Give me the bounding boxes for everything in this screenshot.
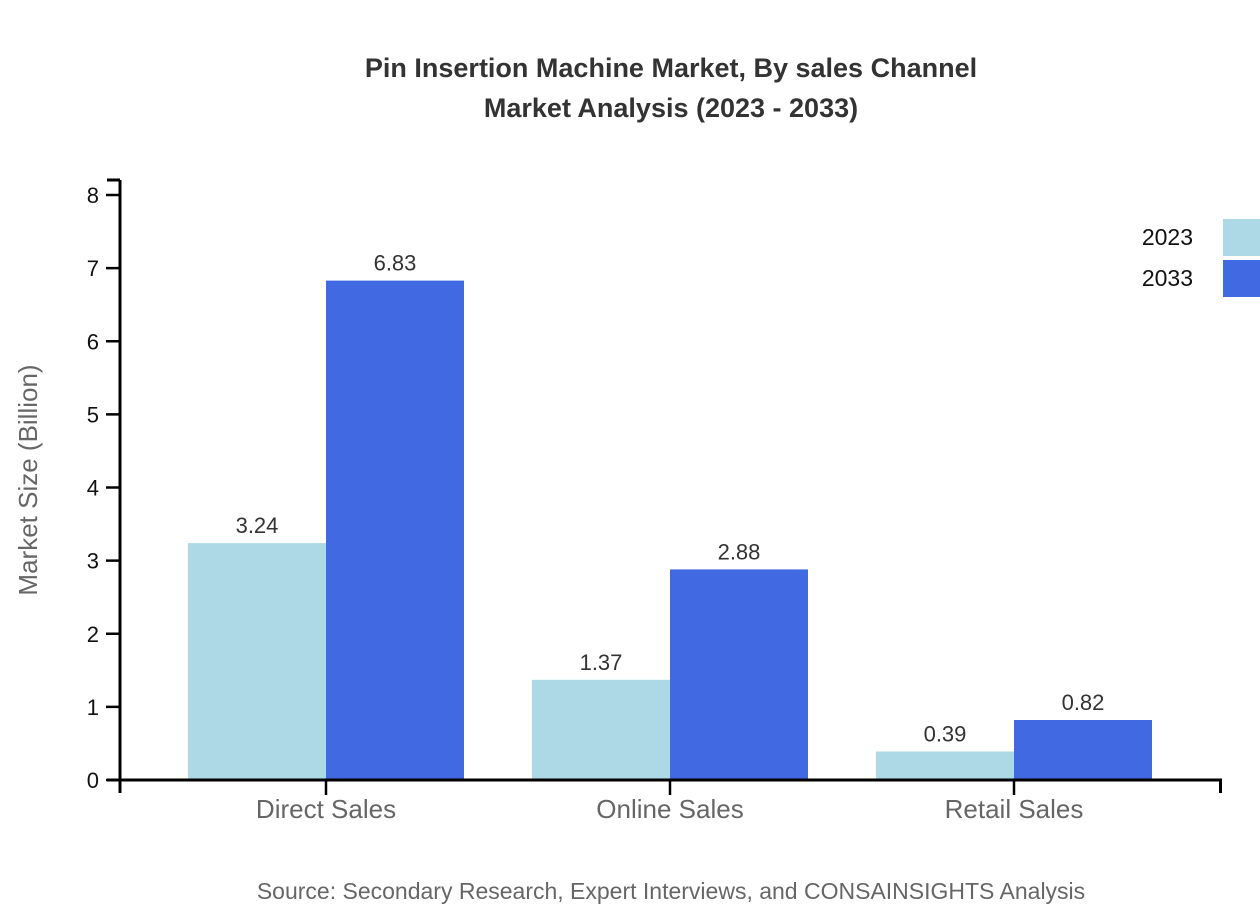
source-note: Source: Secondary Research, Expert Inter… bbox=[256, 878, 1086, 904]
y-tick-label: 1 bbox=[87, 695, 99, 720]
x-category-label: Retail Sales bbox=[945, 794, 1084, 824]
x-category-label: Online Sales bbox=[596, 794, 743, 824]
y-tick-label: 3 bbox=[87, 549, 99, 574]
y-tick-label: 2 bbox=[87, 622, 99, 647]
x-category-label: Direct Sales bbox=[256, 794, 396, 824]
y-axis-label: Market Size (Billion) bbox=[13, 364, 43, 595]
bar-2023-direct-sales bbox=[188, 543, 326, 780]
legend-label-2033: 2033 bbox=[1141, 265, 1193, 291]
bar-2033-direct-sales bbox=[326, 280, 464, 780]
bar-2033-online-sales bbox=[670, 569, 808, 780]
bar-2023-online-sales bbox=[532, 679, 670, 780]
chart-title: Pin Insertion Machine Market, By sales C… bbox=[120, 48, 1222, 128]
legend: 2023 2033 bbox=[1142, 218, 1260, 298]
y-tick-label: 8 bbox=[87, 183, 99, 208]
bar-value-label: 2.88 bbox=[718, 539, 761, 564]
legend-label-2023: 2023 bbox=[1141, 224, 1193, 250]
legend-swatch-2033-icon bbox=[1223, 260, 1260, 297]
y-tick-label: 0 bbox=[87, 768, 99, 793]
bar-2033-retail-sales bbox=[1014, 720, 1152, 780]
y-tick-label: 5 bbox=[87, 402, 99, 427]
bar-value-label: 6.83 bbox=[374, 251, 417, 276]
legend-swatch-2023-icon bbox=[1223, 219, 1260, 256]
bar-value-label: 0.39 bbox=[924, 722, 967, 747]
legend-item-2023: 2023 bbox=[1142, 218, 1260, 257]
legend-item-2033: 2033 bbox=[1142, 259, 1260, 298]
bar-value-label: 3.24 bbox=[236, 513, 279, 538]
chart-title-line1: Pin Insertion Machine Market, By sales C… bbox=[364, 53, 978, 83]
bar-value-label: 0.82 bbox=[1062, 690, 1105, 715]
y-tick-label: 4 bbox=[87, 476, 99, 501]
chart-title-line2: Market Analysis (2023 - 2033) bbox=[483, 93, 859, 123]
bar-2023-retail-sales bbox=[876, 751, 1014, 780]
y-tick-label: 7 bbox=[87, 256, 99, 281]
y-tick-label: 6 bbox=[87, 329, 99, 354]
bar-value-label: 1.37 bbox=[580, 650, 623, 675]
